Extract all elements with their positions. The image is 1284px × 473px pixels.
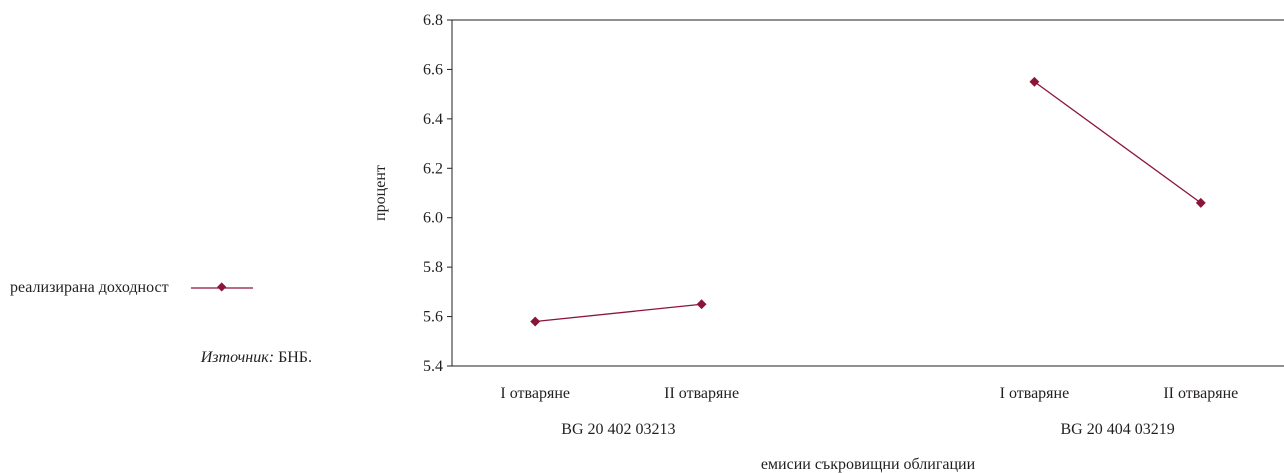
legend-label: реализирана доходност (10, 279, 169, 296)
y-tick-label: 6.6 (423, 61, 443, 78)
x-category-label: I отваряне (1000, 385, 1070, 402)
series-line (535, 303, 702, 323)
x-category-label: I отваряне (500, 385, 570, 402)
y-axis-title: процент (372, 165, 389, 221)
x-category-label: II отваряне (664, 385, 739, 402)
y-tick-label: 6.2 (423, 160, 443, 177)
y-tick-label: 5.6 (423, 309, 443, 326)
legend-series-marker (190, 282, 253, 292)
y-tick-label: 6.0 (423, 210, 443, 227)
x-group-label: BG 20 404 03219 (1060, 421, 1174, 438)
y-tick-label: 5.4 (423, 358, 443, 375)
y-tick-label: 6.4 (423, 111, 443, 128)
x-axis-title: емисии съкровищни облигации (761, 456, 976, 473)
data-point (1195, 197, 1206, 208)
data-point (696, 299, 707, 310)
x-category-label: II отваряне (1163, 385, 1238, 402)
data-point (530, 316, 541, 327)
legend: реализирана доходност (10, 276, 253, 300)
y-tick-label: 6.8 (423, 12, 443, 29)
source-note: Източник: БНБ. (201, 349, 312, 367)
source-label: Източник: (200, 349, 275, 366)
x-group-label: BG 20 402 03213 (561, 421, 675, 438)
data-point (1029, 76, 1040, 87)
series-line (1034, 81, 1202, 204)
source-value: БНБ. (278, 349, 312, 366)
y-tick-label: 5.8 (423, 259, 443, 276)
